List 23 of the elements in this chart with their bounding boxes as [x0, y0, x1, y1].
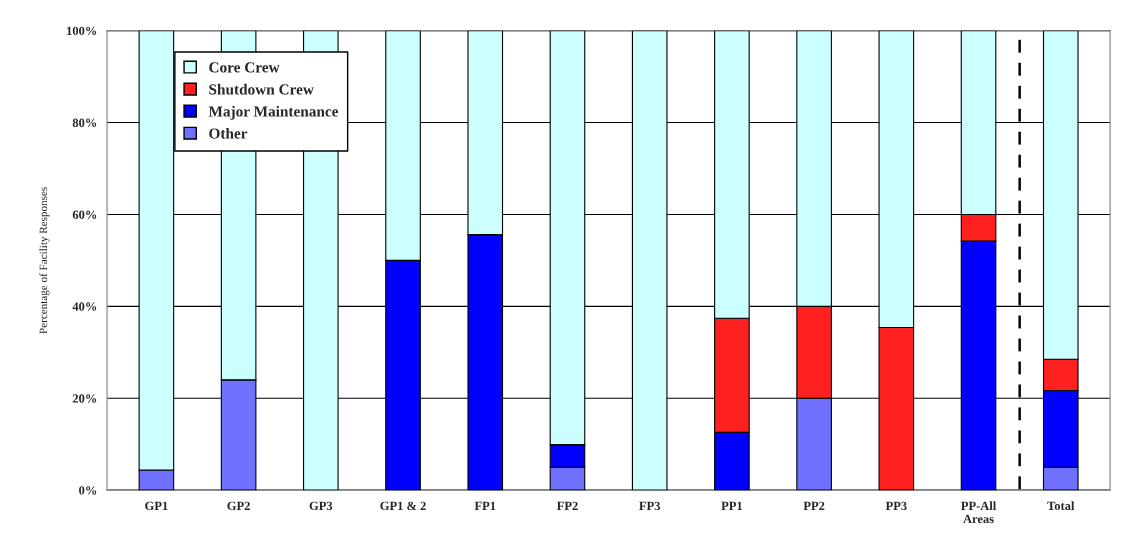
legend-label: Shutdown Crew — [209, 83, 314, 95]
y-tick-label: 40% — [72, 302, 97, 311]
y-tick-label: 80% — [72, 118, 97, 128]
x-tick-label: PP-All Areas — [961, 501, 997, 524]
x-tick-label: FP1 — [474, 501, 496, 510]
legend-label: Other — [209, 127, 248, 139]
y-tick-label: 0% — [79, 486, 97, 495]
x-tick-label: GP1 & 2 — [380, 501, 426, 511]
x-tick-label: PP2 — [803, 501, 825, 510]
x-tick-label: Total — [1047, 501, 1075, 511]
x-tick-label: FP3 — [639, 501, 661, 511]
y-tick-label: 20% — [72, 394, 97, 403]
x-tick-label: GP1 — [145, 501, 168, 511]
x-tick-label: PP1 — [721, 501, 743, 510]
x-tick-label: GP3 — [309, 501, 333, 511]
x-tick-label: PP3 — [885, 501, 907, 511]
y-axis-title: Percentage of Facility Responses — [39, 187, 50, 334]
y-tick-label: 60% — [72, 210, 97, 219]
y-tick-label: 100% — [67, 26, 97, 36]
legend-label: Major Maintenance — [208, 105, 339, 120]
x-tick-label: FP2 — [556, 501, 578, 510]
legend-label: Core Crew — [209, 62, 280, 73]
x-tick-label: GP2 — [227, 501, 250, 511]
